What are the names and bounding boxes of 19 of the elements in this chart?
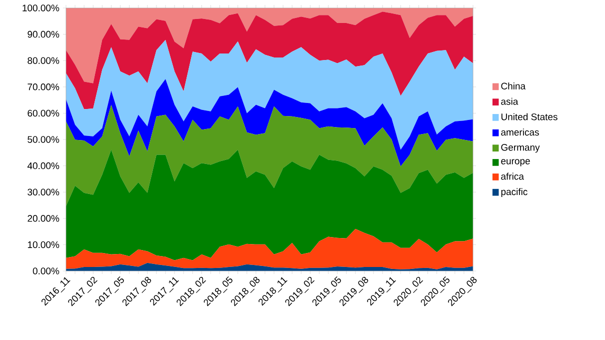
legend-label: China xyxy=(501,82,526,90)
y-tick-label: 60.00% xyxy=(28,110,60,117)
y-tick-label: 70.00% xyxy=(28,84,60,90)
legend-label: asia xyxy=(501,98,518,105)
y-tick-label: 20.00% xyxy=(28,215,60,222)
y-tick-label: 80.00% xyxy=(28,57,60,64)
y-tick-label: 0.00% xyxy=(32,268,60,274)
y-tick-label: 10.00% xyxy=(28,241,60,248)
legend-label: africa xyxy=(501,172,524,180)
legend-label: United States xyxy=(501,113,558,120)
y-tick-label: 100.00% xyxy=(22,4,60,12)
y-tick-label: 90.00% xyxy=(28,30,60,38)
legend-label: europe xyxy=(501,159,530,166)
legend-label: americas xyxy=(501,128,539,136)
y-tick-label: 40.00% xyxy=(27,162,60,170)
legend-label: Germany xyxy=(501,144,540,153)
y-tick-label: 30.00% xyxy=(28,188,60,196)
legend-label: pacific xyxy=(501,188,528,197)
y-tick-label: 50.00% xyxy=(28,136,60,143)
